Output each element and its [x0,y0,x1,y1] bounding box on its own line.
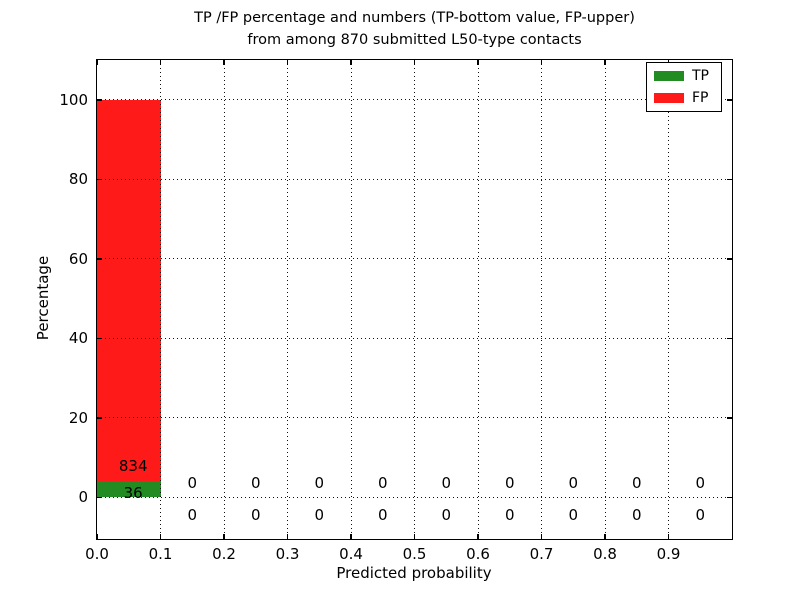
x-tick-top [350,60,352,65]
x-gridline [477,60,479,539]
bar-count-label: 0 [504,506,515,525]
y-tick-right [727,496,732,498]
bar-count-label: 0 [314,506,325,525]
y-tick-right [727,337,732,339]
x-tick-top [540,60,543,65]
x-gridline [414,60,415,539]
x-tick-label: 0.3 [275,545,300,563]
y-tick-right [727,178,732,180]
y-tick-label: 60 [68,249,88,268]
x-tick-bottom [159,534,162,539]
bar-count-label: 0 [695,506,706,525]
bar-count-label: 0 [377,473,388,492]
x-gridline [350,60,352,539]
bar-count-label: 0 [568,506,579,525]
chart-title-line-2: from among 870 submitted L50-type contac… [247,32,582,48]
bar-count-label: 0 [250,473,261,492]
x-tick-top [159,60,162,65]
y-tick-label: 20 [68,408,88,427]
bar-segment-fp [97,99,161,481]
legend-swatch-tp [654,71,684,81]
x-gridline [541,60,542,539]
legend: TP FP [646,62,722,112]
bar-count-label: 0 [441,473,452,492]
y-tick-left [97,178,102,180]
bar-count-label: 0 [631,506,642,525]
y-tick-right [727,417,732,419]
legend-entry-fp: FP [654,90,714,106]
y-tick-label: 80 [68,170,88,189]
x-tick-label: 0.2 [212,545,236,563]
bar-count-label: 0 [187,506,198,525]
x-tick-bottom [96,534,98,539]
y-tick-left [97,496,102,498]
x-tick-bottom [413,534,416,539]
x-tick-label: 0.6 [466,545,490,563]
y-tick-left [97,258,102,260]
x-tick-bottom [604,534,606,539]
chart-title: TP /FP percentage and numbers (TP-bottom… [97,7,732,51]
bar-count-label: 36 [123,483,143,502]
x-tick-bottom [223,534,225,539]
x-gridline [223,60,225,539]
y-tick-right [727,258,732,260]
x-tick-bottom [540,534,543,539]
x-tick-bottom [350,534,352,539]
bar-count-label: 0 [695,473,706,492]
bar-count-label: 0 [631,473,642,492]
bar-count-label: 0 [504,473,515,492]
x-gridline [604,60,606,539]
bar-count-label: 0 [250,506,261,525]
bar-count-label: 0 [568,473,579,492]
y-tick-right [727,99,732,101]
x-tick-top [96,60,98,65]
y-tick-label: 100 [59,90,88,109]
bar-count-label: 0 [441,506,452,525]
x-gridline [287,60,288,539]
bar-count-label: 0 [377,506,388,525]
y-tick-label: 0 [78,488,88,507]
bar-segment-tp [97,480,161,498]
x-tick-label: 0.4 [339,545,363,563]
x-tick-label: 0.8 [593,545,617,563]
bar-count-label: 0 [187,473,198,492]
x-axis-label: Predicted probability [336,564,492,582]
x-gridline [160,60,161,539]
chart-title-line-1: TP /FP percentage and numbers (TP-bottom… [194,10,635,26]
x-tick-top [604,60,606,65]
x-tick-bottom [286,534,289,539]
legend-swatch-fp [654,93,684,103]
y-axis-label: Percentage [34,255,52,341]
bar-count-label: 0 [314,473,325,492]
x-tick-label: 0.7 [529,545,554,563]
x-tick-label: 0.1 [148,545,173,563]
x-tick-top [413,60,416,65]
x-tick-label: 0.0 [85,545,109,563]
y-tick-left [97,417,102,419]
x-tick-top [223,60,225,65]
y-tick-label: 40 [68,329,88,348]
bar-count-label: 834 [118,456,148,475]
y-tick-left [97,337,102,339]
x-tick-bottom [477,534,479,539]
x-tick-top [286,60,289,65]
x-tick-label: 0.9 [656,545,681,563]
x-gridline [668,60,669,539]
plot-area: 0 20 40 60 80 100 0.0 0.1 0.2 0.3 0.4 0.5 0.6 0.7 0.8 0… [59,59,733,563]
x-tick-bottom [667,534,670,539]
legend-label-fp: FP [692,90,709,106]
legend-label-tp: TP [692,68,709,84]
legend-entry-tp: TP [654,68,714,84]
x-tick-top [477,60,479,65]
y-tick-left [97,99,102,101]
x-tick-label: 0.5 [402,545,427,563]
